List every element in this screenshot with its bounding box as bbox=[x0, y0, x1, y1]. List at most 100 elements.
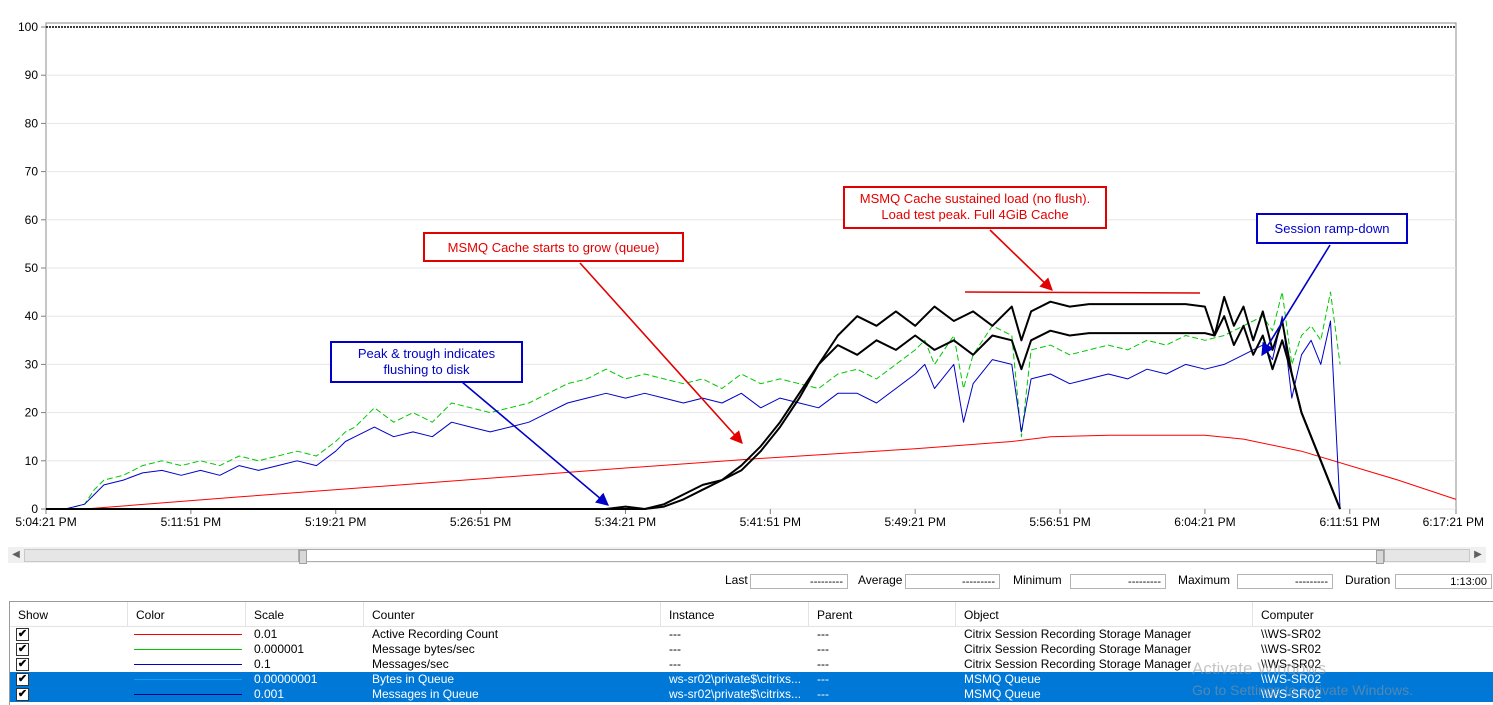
cell-counter: Messages in Queue bbox=[372, 687, 479, 701]
col-parent[interactable]: Parent bbox=[809, 602, 956, 626]
series-line-1 bbox=[46, 434, 1457, 510]
y-tick-label: 70 bbox=[25, 165, 39, 179]
col-scale[interactable]: Scale bbox=[246, 602, 364, 626]
x-tick-label: 5:11:51 PM bbox=[161, 515, 221, 529]
cell-scale: 0.001 bbox=[254, 687, 285, 701]
cell-scale: 0.01 bbox=[254, 627, 278, 641]
y-tick-label: 80 bbox=[25, 116, 39, 130]
scroll-left-icon[interactable]: ◀ bbox=[12, 549, 20, 560]
cell-object: MSMQ Queue bbox=[964, 687, 1041, 701]
x-tick-label: 5:56:51 PM bbox=[1029, 515, 1090, 529]
cell-scale: 0.000001 bbox=[254, 642, 305, 656]
color-swatch bbox=[134, 664, 242, 665]
table-row[interactable]: ✔ 0.1 Messages/sec --- --- Citrix Session Rec… bbox=[10, 657, 1493, 672]
y-tick-label: 30 bbox=[25, 357, 39, 371]
col-instance[interactable]: Instance bbox=[661, 602, 809, 626]
scroll-handle-right[interactable] bbox=[1376, 550, 1384, 564]
cell-instance: --- bbox=[669, 657, 681, 671]
cell-parent: --- bbox=[817, 627, 829, 641]
show-checkbox[interactable]: ✔ bbox=[16, 673, 29, 686]
cell-object: MSMQ Queue bbox=[964, 672, 1041, 686]
show-checkbox[interactable]: ✔ bbox=[16, 688, 29, 701]
cell-object: Citrix Session Recording Storage Manager bbox=[964, 642, 1192, 656]
arrow-rampdown bbox=[1261, 244, 1331, 357]
gridlines bbox=[41, 26, 1456, 510]
show-checkbox[interactable]: ✔ bbox=[16, 658, 29, 671]
series-line-5 bbox=[46, 295, 1342, 510]
arrow-grow bbox=[579, 262, 743, 444]
scroll-handle-left[interactable] bbox=[299, 550, 307, 564]
stat-minimum-value: --------- bbox=[1070, 574, 1166, 589]
cell-counter: Bytes in Queue bbox=[372, 672, 455, 686]
x-tick-label: 5:26:51 PM bbox=[450, 515, 511, 529]
performance-chart: 0 10 20 30 40 50 60 70 80 90 100 5:04:21 PM 5:11:51… bbox=[15, 20, 1484, 529]
cell-counter: Active Recording Count bbox=[372, 627, 499, 641]
color-swatch bbox=[134, 694, 242, 695]
annotation-flush: Peak & trough indicates flushing to disk bbox=[330, 341, 523, 383]
show-checkbox[interactable]: ✔ bbox=[16, 628, 29, 641]
cell-parent: --- bbox=[817, 657, 829, 671]
y-tick-label: 50 bbox=[25, 261, 39, 275]
cell-parent: --- bbox=[817, 642, 829, 656]
series-lines bbox=[46, 291, 1457, 510]
cell-object: Citrix Session Recording Storage Manager bbox=[964, 657, 1192, 671]
series-line-4 bbox=[46, 315, 1342, 510]
cell-parent: --- bbox=[817, 687, 829, 701]
cell-counter: Messages/sec bbox=[372, 657, 449, 671]
arrow-flush bbox=[461, 381, 609, 506]
stat-duration-label: Duration bbox=[1345, 573, 1391, 587]
table-row[interactable]: ✔ 0.000001 Message bytes/sec --- --- Citrix S… bbox=[10, 642, 1493, 657]
y-tick-label: 20 bbox=[25, 406, 39, 420]
x-tick-label: 5:41:51 PM bbox=[740, 515, 801, 529]
col-object[interactable]: Object bbox=[956, 602, 1253, 626]
stat-maximum-label: Maximum bbox=[1178, 573, 1231, 587]
y-tick-label: 60 bbox=[25, 213, 39, 227]
cell-instance: --- bbox=[669, 627, 681, 641]
annotation-grow: MSMQ Cache starts to grow (queue) bbox=[423, 232, 684, 262]
y-tick-label: 10 bbox=[25, 454, 39, 468]
cell-counter: Message bytes/sec bbox=[372, 642, 475, 656]
stat-average-label: Average bbox=[858, 573, 903, 587]
color-swatch bbox=[134, 649, 242, 650]
x-tick-label: 5:49:21 PM bbox=[884, 515, 945, 529]
y-tick-label: 100 bbox=[18, 20, 38, 34]
cell-instance: ws-sr02\private$\citrixs... bbox=[669, 672, 802, 686]
cell-computer: \\WS-SR02 bbox=[1261, 672, 1322, 686]
table-row[interactable]: ✔ 0.01 Active Recording Count --- --- Citrix … bbox=[10, 627, 1493, 642]
scroll-thumb[interactable] bbox=[298, 549, 1385, 564]
x-tick-label: 6:04:21 PM bbox=[1174, 515, 1235, 529]
arrow-sustained bbox=[989, 229, 1053, 291]
x-tick-label: 6:11:51 PM bbox=[1320, 515, 1380, 529]
color-swatch bbox=[134, 634, 242, 635]
col-computer[interactable]: Computer bbox=[1261, 608, 1314, 622]
scroll-right-icon[interactable]: ▶ bbox=[1474, 549, 1482, 560]
table-row[interactable]: ✔ 0.001 Messages in Queue ws-sr02\private$\… bbox=[10, 687, 1493, 702]
stat-last-label: Last bbox=[725, 573, 748, 587]
y-tick-label: 90 bbox=[25, 68, 39, 82]
show-checkbox[interactable]: ✔ bbox=[16, 643, 29, 656]
annotation-rampdown: Session ramp-down bbox=[1256, 213, 1408, 244]
x-axis-labels: 5:04:21 PM 5:11:51 PM 5:19:21 PM 5:26:51 PM… bbox=[15, 509, 1484, 529]
cell-scale: 0.1 bbox=[254, 657, 271, 671]
time-scrollbar[interactable]: ◀ ▶ bbox=[8, 547, 1486, 564]
sustained-bracket bbox=[964, 291, 1201, 294]
col-color[interactable]: Color bbox=[128, 602, 246, 626]
x-tick-label: 6:17:21 PM bbox=[1423, 515, 1484, 529]
plot-area bbox=[45, 22, 1457, 510]
cell-instance: --- bbox=[669, 642, 681, 656]
col-counter[interactable]: Counter bbox=[364, 602, 661, 626]
x-tick-label: 5:19:21 PM bbox=[305, 515, 366, 529]
cell-parent: --- bbox=[817, 672, 829, 686]
y-axis-labels: 0 10 20 30 40 50 60 70 80 90 100 bbox=[18, 20, 38, 516]
counter-table[interactable]: Show Color Scale Counter Instance Parent… bbox=[9, 601, 1493, 705]
cell-instance: ws-sr02\private$\citrixs... bbox=[669, 687, 802, 701]
col-show[interactable]: Show bbox=[10, 602, 128, 626]
x-tick-label: 5:34:21 PM bbox=[595, 515, 656, 529]
stat-last-value: --------- bbox=[750, 574, 848, 589]
stat-minimum-label: Minimum bbox=[1013, 573, 1062, 587]
table-row[interactable]: ✔ 0.00000001 Bytes in Queue ws-sr02\private… bbox=[10, 672, 1493, 687]
series-line-3 bbox=[65, 315, 1341, 510]
x-tick-label: 5:04:21 PM bbox=[15, 515, 76, 529]
cell-computer: \\WS-SR02 bbox=[1261, 627, 1322, 641]
stat-average-value: --------- bbox=[905, 574, 1000, 589]
